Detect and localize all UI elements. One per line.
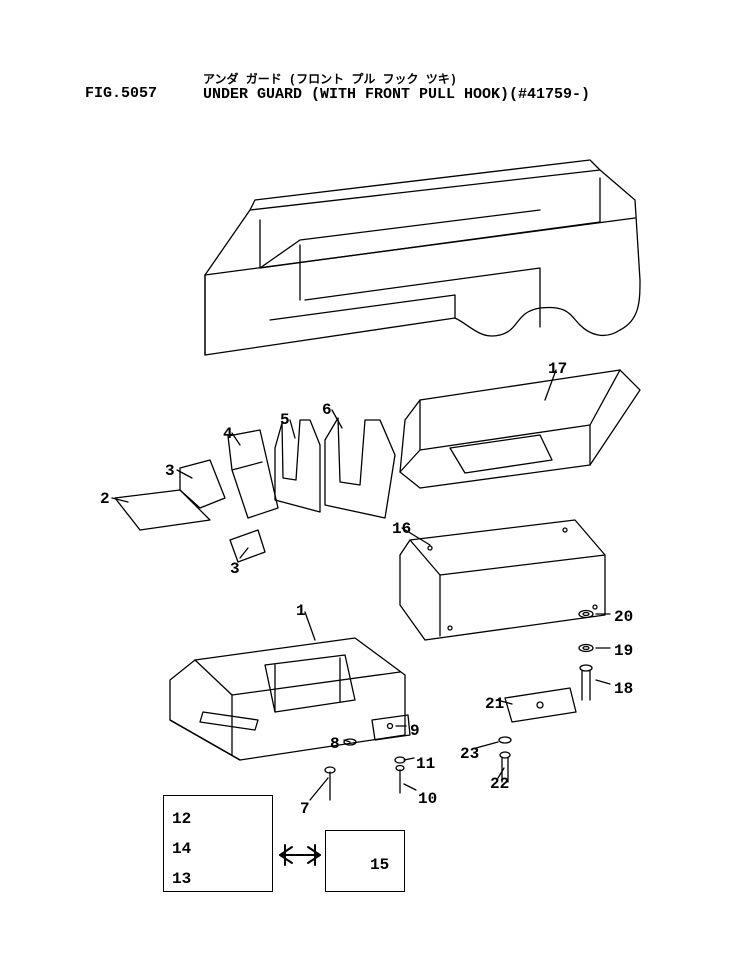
callout-3: 3	[165, 462, 175, 480]
callout-13: 13	[172, 870, 191, 888]
callout-21: 21	[485, 695, 504, 713]
callout-3: 3	[230, 560, 240, 578]
callout-6: 6	[322, 401, 332, 419]
callout-14: 14	[172, 840, 191, 858]
callout-17: 17	[548, 360, 567, 378]
callout-11: 11	[416, 755, 435, 773]
callout-8: 8	[330, 735, 340, 753]
exploded-diagram	[0, 0, 736, 965]
callout-7: 7	[300, 800, 310, 818]
callout-4: 4	[223, 425, 233, 443]
detail-box	[325, 830, 405, 892]
callout-16: 16	[392, 520, 411, 538]
callout-15: 15	[370, 856, 389, 874]
callout-20: 20	[614, 608, 633, 626]
callout-18: 18	[614, 680, 633, 698]
callout-23: 23	[460, 745, 479, 763]
callout-12: 12	[172, 810, 191, 828]
callout-1: 1	[296, 602, 306, 620]
callout-22: 22	[490, 775, 509, 793]
callout-19: 19	[614, 642, 633, 660]
callout-2: 2	[100, 490, 110, 508]
callout-5: 5	[280, 411, 290, 429]
callout-10: 10	[418, 790, 437, 808]
callout-9: 9	[410, 722, 420, 740]
